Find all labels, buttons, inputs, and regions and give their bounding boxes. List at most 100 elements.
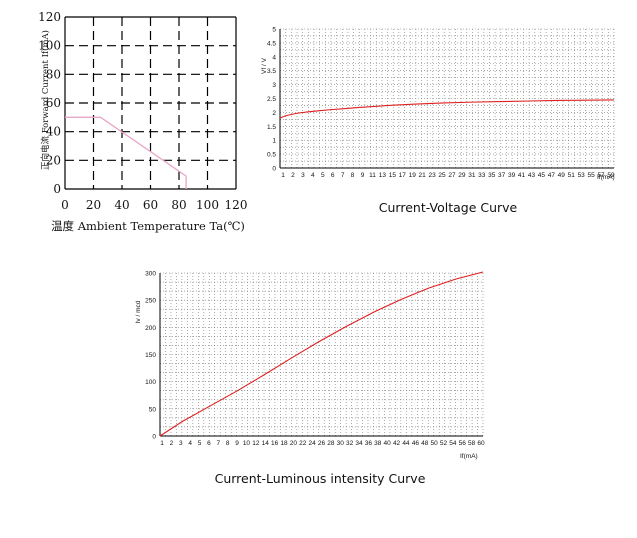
chart3-x-tick-label: 1 bbox=[160, 440, 164, 447]
chart1-series-line bbox=[65, 116, 187, 189]
chart3-x-tick-label: 18 bbox=[280, 440, 288, 447]
chart3-x-tick-label: 10 bbox=[243, 440, 251, 447]
chart2-y-tick-label: 1 bbox=[272, 138, 276, 145]
chart2-x-tick-label: 15 bbox=[389, 172, 397, 179]
chart2-x-tick-label: 35 bbox=[488, 172, 496, 179]
chart1-x-axis-label: 温度 Ambient Temperature Ta(℃) bbox=[51, 219, 245, 233]
chart1-y-tick-label: 0 bbox=[53, 182, 61, 196]
chart2-x-tick-label: 2 bbox=[291, 172, 295, 179]
chart3-x-tick-label: 22 bbox=[299, 440, 307, 447]
chart2-x-tick-label: 11 bbox=[369, 172, 376, 179]
chart2-x-tick-label: 49 bbox=[558, 172, 566, 179]
chart2-x-tick-label: 8 bbox=[351, 172, 355, 179]
chart2-x-tick-label: 4 bbox=[311, 172, 315, 179]
chart-current-voltage: 00.511.522.533.544.551 2 3 4 5 6 7 8 9 11 13 15 17 19… bbox=[267, 27, 615, 180]
chart2-x-tick-label: 55 bbox=[588, 172, 596, 179]
chart1-y-tick-label: 120 bbox=[38, 10, 61, 24]
chart3-y-tick-label: 100 bbox=[145, 379, 156, 386]
chart2-y-tick-label: 4.5 bbox=[267, 40, 276, 47]
chart3-y-tick-label: 0 bbox=[152, 434, 156, 441]
chart3-y-axis-label: Iv / mcd bbox=[135, 300, 142, 323]
chart1-x-tick-label: 80 bbox=[171, 198, 186, 212]
chart3-x-tick-label: 26 bbox=[318, 440, 326, 447]
chart3-y-tick-label: 150 bbox=[145, 352, 156, 359]
chart3-x-tick-label: 4 bbox=[188, 440, 192, 447]
chart3-x-axis-label: If(mA) bbox=[460, 453, 478, 460]
chart2-x-tick-label: 21 bbox=[419, 172, 427, 179]
chart3-x-tick-label: 58 bbox=[468, 440, 476, 447]
chart3-x-tick-label: 50 bbox=[430, 440, 438, 447]
chart2-y-tick-label: 2.5 bbox=[267, 96, 276, 103]
chart3-x-tick-label: 48 bbox=[421, 440, 429, 447]
chart2-y-tick-label: 2 bbox=[272, 110, 276, 117]
chart2-x-tick-label: 41 bbox=[518, 172, 526, 179]
chart2-y-tick-label: 1.5 bbox=[267, 124, 276, 131]
chart2-x-axis-label: If(mA) bbox=[597, 174, 615, 181]
chart2-series-line bbox=[279, 99, 615, 119]
chart3-x-tick-label: 56 bbox=[459, 440, 467, 447]
chart2-x-tick-label: 7 bbox=[341, 172, 345, 179]
chart2-x-tick-label: 31 bbox=[468, 172, 476, 179]
chart1-y-axis-label: 正向电流 Forward Current If(mA) bbox=[40, 30, 51, 170]
chart1-y-tick-label: 60 bbox=[46, 96, 61, 110]
chart2-x-tick-label: 33 bbox=[478, 172, 486, 179]
chart2-y-tick-label: 3 bbox=[272, 82, 276, 89]
chart2-title: Current-Voltage Curve bbox=[379, 200, 518, 215]
chart2-x-tick-label: 29 bbox=[458, 172, 466, 179]
chart2-x-tick-label: 17 bbox=[399, 172, 407, 179]
chart3-x-tick-label: 9 bbox=[235, 440, 239, 447]
chart2-x-tick-label: 47 bbox=[548, 172, 556, 179]
chart3-x-tick-label: 12 bbox=[252, 440, 260, 447]
chart3-series-line bbox=[159, 271, 484, 437]
chart1-x-tick-label: 60 bbox=[143, 198, 158, 212]
chart2-x-tick-label: 45 bbox=[538, 172, 546, 179]
chart3-x-tick-label: 32 bbox=[346, 440, 354, 447]
chart3-x-tick-label: 5 bbox=[198, 440, 202, 447]
chart1-y-tick-label: 40 bbox=[46, 125, 61, 139]
chart2-y-tick-label: 3.5 bbox=[267, 68, 276, 75]
chart3-y-tick-label: 50 bbox=[149, 406, 157, 413]
chart3-x-tick-label: 54 bbox=[449, 440, 457, 447]
chart3-x-tick-label: 3 bbox=[179, 440, 183, 447]
chart3-y-tick-label: 200 bbox=[145, 325, 156, 332]
chart2-x-tick-label: 53 bbox=[578, 172, 586, 179]
chart1-y-tick-label: 20 bbox=[46, 153, 61, 167]
chart2-x-tick-label: 59 bbox=[607, 172, 615, 179]
chart2-x-tick-label: 5 bbox=[321, 172, 325, 179]
chart3-x-tick-label: 40 bbox=[384, 440, 392, 447]
chart3-x-tick-label: 2 bbox=[170, 440, 174, 447]
chart3-x-tick-label: 24 bbox=[309, 440, 317, 447]
chart2-x-tick-label: 39 bbox=[508, 172, 516, 179]
chart3-title: Current-Luminous intensity Curve bbox=[215, 471, 426, 486]
chart2-y-tick-label: 0 bbox=[272, 166, 276, 173]
chart3-x-tick-label: 28 bbox=[327, 440, 335, 447]
chart3-y-tick-label: 250 bbox=[145, 298, 156, 305]
chart3-y-tick-label: 300 bbox=[145, 271, 156, 278]
chart3-x-tick-label: 42 bbox=[393, 440, 401, 447]
chart1-x-tick-label: 20 bbox=[86, 198, 101, 212]
chart1-x-tick-label: 120 bbox=[225, 198, 248, 212]
chart-forward-current-vs-temperature: 0 20 40 60 80 100 120 0 20 40 60 80 100 120 bbox=[38, 10, 247, 212]
chart2-y-tick-label: 5 bbox=[272, 27, 276, 34]
chart2-x-tick-label: 43 bbox=[528, 172, 536, 179]
chart2-x-tick-label: 57 bbox=[597, 172, 605, 179]
chart3-x-tick-label: 8 bbox=[226, 440, 230, 447]
chart3-x-tick-label: 16 bbox=[271, 440, 279, 447]
chart3-x-tick-label: 52 bbox=[440, 440, 448, 447]
chart1-x-tick-label: 40 bbox=[114, 198, 129, 212]
chart3-x-tick-label: 44 bbox=[402, 440, 410, 447]
chart2-x-tick-label: 51 bbox=[568, 172, 576, 179]
chart1-x-tick-label: 0 bbox=[61, 198, 69, 212]
chart2-x-tick-label: 6 bbox=[331, 172, 335, 179]
chart2-x-tick-label: 1 bbox=[281, 172, 285, 179]
chart3-x-tick-label: 34 bbox=[355, 440, 363, 447]
chart1-y-tick-label: 80 bbox=[46, 67, 61, 81]
chart2-y-tick-label: 4 bbox=[272, 54, 276, 61]
chart2-x-tick-label: 3 bbox=[301, 172, 305, 179]
chart3-x-tick-label: 36 bbox=[365, 440, 373, 447]
chart2-x-tick-label: 23 bbox=[428, 172, 436, 179]
chart3-x-tick-label: 7 bbox=[216, 440, 220, 447]
chart3-x-tick-label: 14 bbox=[262, 440, 270, 447]
chart2-x-tick-label: 13 bbox=[379, 172, 387, 179]
